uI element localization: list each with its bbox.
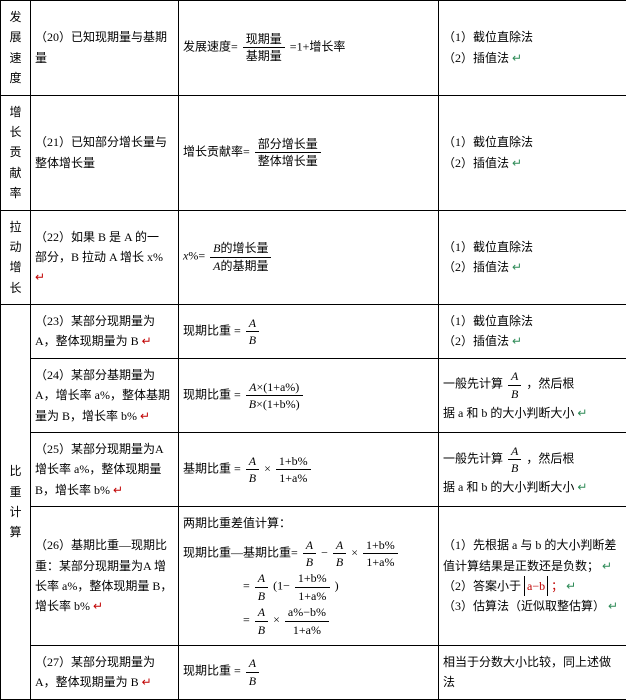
marker-icon: ↵: [139, 675, 152, 689]
formula-text: 发展速度=: [183, 40, 238, 54]
formula-cell: 现期比重 = A B: [179, 305, 439, 359]
method-cell: （1）截位直除法 （2）插值法 ↵: [439, 210, 626, 305]
formula-table: 发展速度 （20）已知现期量与基期量 发展速度= 现期量 基期量 =1+增长率 …: [0, 0, 626, 700]
table-row: （27）某部分现期量为A，整体现期量为 B ↵ 现期比重 = A B 相当于分数…: [1, 645, 626, 699]
abs-value: a−b: [524, 576, 548, 596]
desc-cell: （23）某部分现期量为A，整体现期量为 B ↵: [31, 305, 179, 359]
formula-text: 现期比重 =: [183, 664, 244, 678]
table-row: （25）某部分现期量为A 增长率 a%，整体现期量 B，增长率 b% ↵ 基期比…: [1, 433, 626, 507]
formula-text: 增长贡献率=: [183, 144, 250, 158]
fraction: 1+b% 1+a%: [276, 454, 311, 486]
desc-cell: （21）已知部分增长量与整体增长量: [31, 95, 179, 210]
marker-icon: ↵: [509, 51, 522, 65]
table-row: （24）某部分基期量为A，增长率 a%，整体基期量为 B，增长率 b% ↵ 现期…: [1, 358, 626, 432]
category-cell: 增长贡献率: [1, 95, 31, 210]
method-cell: （1）截位直除法 （2）插值法 ↵: [439, 1, 626, 96]
marker-icon: ↵: [605, 599, 618, 613]
method-line: （2）插值法: [443, 334, 509, 348]
category-cell: 比重计算: [1, 305, 31, 700]
fraction: 部分增长量 整体增长量: [255, 137, 321, 169]
table-row: 拉动增长 （22）如果 B 是 A 的一 部分，B 拉动 A 增长 x% ↵ x…: [1, 210, 626, 305]
formula-text: 现期比重 =: [183, 323, 244, 337]
marker-icon: ↵: [110, 483, 123, 497]
table-row: 增长贡献率 （21）已知部分增长量与整体增长量 增长贡献率= 部分增长量 整体增…: [1, 95, 626, 210]
table-row: 发展速度 （20）已知现期量与基期量 发展速度= 现期量 基期量 =1+增长率 …: [1, 1, 626, 96]
method-cell: （1）截位直除法 （2）插值法 ↵: [439, 95, 626, 210]
formula-title: 两期比重差值计算：: [183, 513, 434, 533]
formula-text: 基期比重 =: [183, 461, 244, 475]
marker-icon: ↵: [509, 156, 522, 170]
fraction: A B: [246, 656, 259, 688]
category-cell: 拉动增长: [1, 210, 31, 305]
method-line: （2）插值法: [443, 156, 509, 170]
fraction: A B: [246, 454, 259, 486]
desc-cell: （24）某部分基期量为A，增长率 a%，整体基期量为 B，增长率 b% ↵: [31, 358, 179, 432]
marker-icon: ↵: [599, 559, 612, 573]
category-cell: 发展速度: [1, 1, 31, 96]
marker-icon: ↵: [563, 579, 576, 593]
formula-cell: 现期比重 = A×(1+a%) B×(1+b%): [179, 358, 439, 432]
method-line: （1）截位直除法: [443, 237, 622, 257]
formula-cell: 增长贡献率= 部分增长量 整体增长量: [179, 95, 439, 210]
method-cell: 相当于分数大小比较，同上述做法: [439, 645, 626, 699]
marker-icon: ↵: [574, 480, 587, 494]
method-cell: 一般先计算 A B ，然后根 据 a 和 b 的大小判断大小 ↵: [439, 358, 626, 432]
formula-cell: 两期比重差值计算： 现期比重—基期比重= AB − AB × 1+b%1+a% …: [179, 507, 439, 646]
marker-icon: ↵: [35, 270, 45, 284]
desc-cell: （26）基期比重—现期比重：某部分现期量为A 增长率 a%，整体现期量 B，增长…: [31, 507, 179, 646]
fraction: A×(1+a%) B×(1+b%): [246, 380, 303, 412]
marker-icon: ↵: [137, 409, 150, 423]
desc-cell: （25）某部分现期量为A 增长率 a%，整体现期量 B，增长率 b% ↵: [31, 433, 179, 507]
desc-cell: （27）某部分现期量为A，整体现期量为 B ↵: [31, 645, 179, 699]
fraction: B的增长量 A的基期量: [210, 241, 271, 273]
formula-text: =1+增长率: [290, 40, 346, 54]
marker-icon: ↵: [574, 406, 587, 420]
method-cell: 一般先计算 A B ，然后根 据 a 和 b 的大小判断大小 ↵: [439, 433, 626, 507]
method-line: （2）插值法: [443, 51, 509, 65]
formula-cell: x%= B的增长量 A的基期量: [179, 210, 439, 305]
method-line: （1）截位直除法: [443, 132, 622, 152]
fraction: A B: [246, 316, 259, 348]
marker-icon: ↵: [90, 599, 103, 613]
formula-text: 现期比重 =: [183, 387, 244, 401]
fraction: 现期量 基期量: [243, 32, 285, 64]
method-cell: （1）先根据 a 与 b 的大小判断差值计算结果是正数还是负数； ↵ （2）答案…: [439, 507, 626, 646]
formula-cell: 发展速度= 现期量 基期量 =1+增长率: [179, 1, 439, 96]
marker-icon: ↵: [509, 260, 522, 274]
table-row: 比重计算 （23）某部分现期量为A，整体现期量为 B ↵ 现期比重 = A B …: [1, 305, 626, 359]
marker-icon: ↵: [139, 334, 152, 348]
formula-cell: 基期比重 = A B × 1+b% 1+a%: [179, 433, 439, 507]
formula-cell: 现期比重 = A B: [179, 645, 439, 699]
desc-cell: （20）已知现期量与基期量: [31, 1, 179, 96]
desc-cell: （22）如果 B 是 A 的一 部分，B 拉动 A 增长 x% ↵: [31, 210, 179, 305]
fraction: A B: [508, 369, 521, 401]
table-row: （26）基期比重—现期比重：某部分现期量为A 增长率 a%，整体现期量 B，增长…: [1, 507, 626, 646]
method-cell: （1）截位直除法 （2）插值法 ↵: [439, 305, 626, 359]
method-line: （1）截位直除法: [443, 27, 622, 47]
method-line: （1）截位直除法: [443, 311, 622, 331]
marker-icon: ↵: [509, 334, 522, 348]
fraction: A B: [508, 444, 521, 476]
method-line: （2）插值法: [443, 260, 509, 274]
